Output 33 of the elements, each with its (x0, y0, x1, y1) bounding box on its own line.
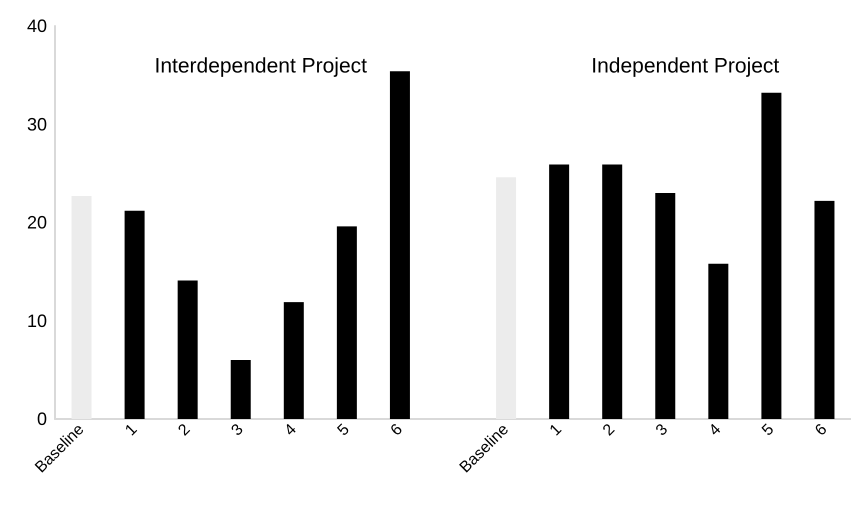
bar (655, 193, 676, 419)
bar (124, 210, 145, 419)
bar (814, 200, 834, 419)
bar (230, 360, 251, 419)
x-tick-label: 2 (600, 420, 618, 440)
x-tick-label: 2 (175, 420, 194, 440)
y-tick-label: 0 (36, 409, 47, 429)
bar (602, 164, 622, 419)
x-tick-label: 4 (706, 420, 724, 440)
annotation: Interdependent Project (154, 54, 368, 78)
x-tick-label: 5 (334, 420, 353, 440)
bar (390, 71, 410, 419)
annotation: Independent Project (591, 54, 780, 78)
bar (496, 177, 516, 419)
y-tick-label: 30 (26, 114, 47, 134)
x-tick-label: 1 (546, 420, 566, 440)
bar (336, 226, 357, 419)
bar (72, 196, 92, 419)
x-tick-label: 6 (812, 420, 831, 440)
bar (708, 264, 728, 419)
y-tick-label: 20 (26, 212, 47, 232)
bar (284, 302, 304, 419)
x-tick-label: 1 (122, 420, 141, 440)
y-tick-label: 10 (26, 310, 47, 331)
x-tick-label: 3 (652, 420, 672, 440)
x-tick-label: 5 (759, 420, 778, 440)
bar (178, 280, 198, 419)
y-tick-label: 40 (26, 16, 47, 36)
bar (549, 164, 570, 419)
x-tick-label: 6 (388, 420, 406, 440)
bar (761, 92, 782, 419)
x-tick-label: 4 (282, 420, 300, 440)
x-tick-label: 3 (228, 420, 247, 440)
